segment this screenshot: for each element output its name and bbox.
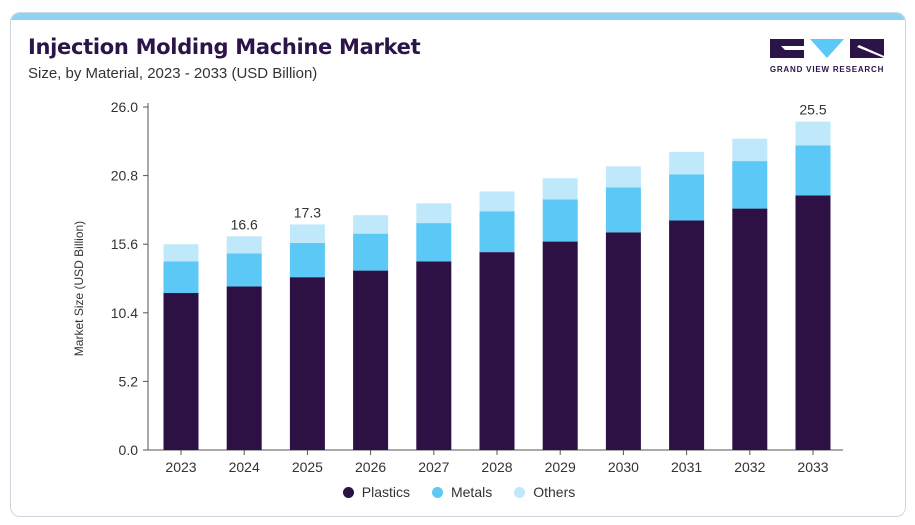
legend-swatch bbox=[431, 486, 443, 498]
legend-item-plastics: Plastics bbox=[342, 484, 410, 500]
y-axis-label: Market Size (USD Billion) bbox=[72, 221, 86, 356]
bar-metals-2028 bbox=[479, 211, 515, 253]
bar-others-2031 bbox=[669, 151, 705, 175]
x-tick-label: 2026 bbox=[355, 459, 386, 475]
bar-plastics-2023 bbox=[163, 293, 199, 450]
chart-card: Injection Molding Machine Market Size, b… bbox=[10, 12, 906, 517]
bar-others-2028 bbox=[479, 191, 515, 212]
y-axis: 0.0 5.2 10.4 15.6 20.8 26.0 bbox=[111, 99, 149, 458]
x-axis: 2023 2024 2025 2026 2027 2028 2029 2030 2031 2032… bbox=[148, 449, 843, 475]
x-tick-label: 2033 bbox=[797, 459, 828, 475]
bar-plastics-2032 bbox=[732, 208, 768, 450]
bar-metals-2031 bbox=[669, 174, 705, 221]
bar-others-2023 bbox=[163, 244, 199, 262]
y-tick-label: 5.2 bbox=[119, 373, 139, 389]
x-tick-label: 2024 bbox=[229, 459, 260, 475]
bar-plastics-2033 bbox=[795, 195, 831, 450]
bar-plastics-2025 bbox=[289, 277, 325, 450]
bar-others-2027 bbox=[416, 203, 452, 224]
bar-metals-2025 bbox=[289, 242, 325, 278]
bar-plastics-2030 bbox=[605, 232, 641, 450]
bar-plastics-2028 bbox=[479, 252, 515, 450]
y-tick-label: 0.0 bbox=[119, 442, 139, 458]
x-tick-label: 2030 bbox=[608, 459, 639, 475]
bar-plastics-2024 bbox=[226, 286, 262, 450]
brand-logo: GRAND VIEW RESEARCH bbox=[763, 36, 891, 86]
legend-item-metals: Metals bbox=[431, 484, 493, 500]
legend-label: Others bbox=[533, 484, 576, 500]
total-label: 17.3 bbox=[294, 204, 321, 220]
bar-metals-2033 bbox=[795, 145, 831, 196]
x-tick-label: 2028 bbox=[481, 459, 512, 475]
y-tick-label: 20.8 bbox=[111, 168, 138, 184]
chart-subtitle: Size, by Material, 2023 - 2033 (USD Bill… bbox=[28, 65, 318, 82]
bar-others-2025 bbox=[289, 224, 325, 243]
x-tick-label: 2032 bbox=[734, 459, 765, 475]
accent-bar bbox=[11, 13, 905, 20]
x-tick-label: 2023 bbox=[165, 459, 196, 475]
bar-metals-2024 bbox=[226, 253, 262, 287]
y-tick-label: 15.6 bbox=[111, 236, 138, 252]
chart-title: Injection Molding Machine Market bbox=[28, 35, 421, 59]
legend-item-others: Others bbox=[514, 484, 575, 500]
x-tick-label: 2027 bbox=[418, 459, 449, 475]
bar-plastics-2029 bbox=[542, 241, 578, 450]
bar-others-2030 bbox=[605, 166, 641, 188]
bar-others-2032 bbox=[732, 138, 768, 162]
bar-others-2029 bbox=[542, 178, 578, 200]
legend-label: Plastics bbox=[361, 484, 410, 500]
legend-swatch bbox=[514, 486, 526, 498]
total-labels-group: 16.6 17.3 25.5 bbox=[231, 102, 827, 233]
total-label: 16.6 bbox=[231, 216, 258, 232]
bar-others-2026 bbox=[353, 215, 389, 234]
legend-swatch bbox=[342, 486, 354, 498]
y-tick-label: 10.4 bbox=[111, 305, 138, 321]
bar-plastics-2031 bbox=[669, 220, 705, 450]
bar-others-2024 bbox=[226, 236, 262, 254]
bar-metals-2032 bbox=[732, 161, 768, 209]
bar-metals-2023 bbox=[163, 261, 199, 294]
x-tick-label: 2025 bbox=[292, 459, 323, 475]
bar-plastics-2027 bbox=[416, 261, 452, 450]
bar-metals-2029 bbox=[542, 199, 578, 242]
bar-others-2033 bbox=[795, 121, 831, 146]
bar-metals-2026 bbox=[353, 233, 389, 271]
bars-group bbox=[163, 121, 831, 450]
legend: Plastics Metals Others bbox=[11, 484, 905, 500]
bar-metals-2030 bbox=[605, 187, 641, 233]
bar-metals-2027 bbox=[416, 223, 452, 262]
total-label: 25.5 bbox=[799, 102, 826, 118]
logo-text: GRAND VIEW RESEARCH bbox=[769, 65, 885, 74]
bar-plastics-2026 bbox=[353, 270, 389, 450]
bar-chart: 0.05.210.415.620.826.0 2023 2024 2025 2026 2… bbox=[72, 99, 843, 475]
y-tick-label: 26.0 bbox=[111, 99, 138, 115]
logo-mark-icon bbox=[770, 39, 884, 58]
x-tick-label: 2031 bbox=[671, 459, 702, 475]
legend-label: Metals bbox=[450, 484, 493, 500]
x-tick-label: 2029 bbox=[545, 459, 576, 475]
